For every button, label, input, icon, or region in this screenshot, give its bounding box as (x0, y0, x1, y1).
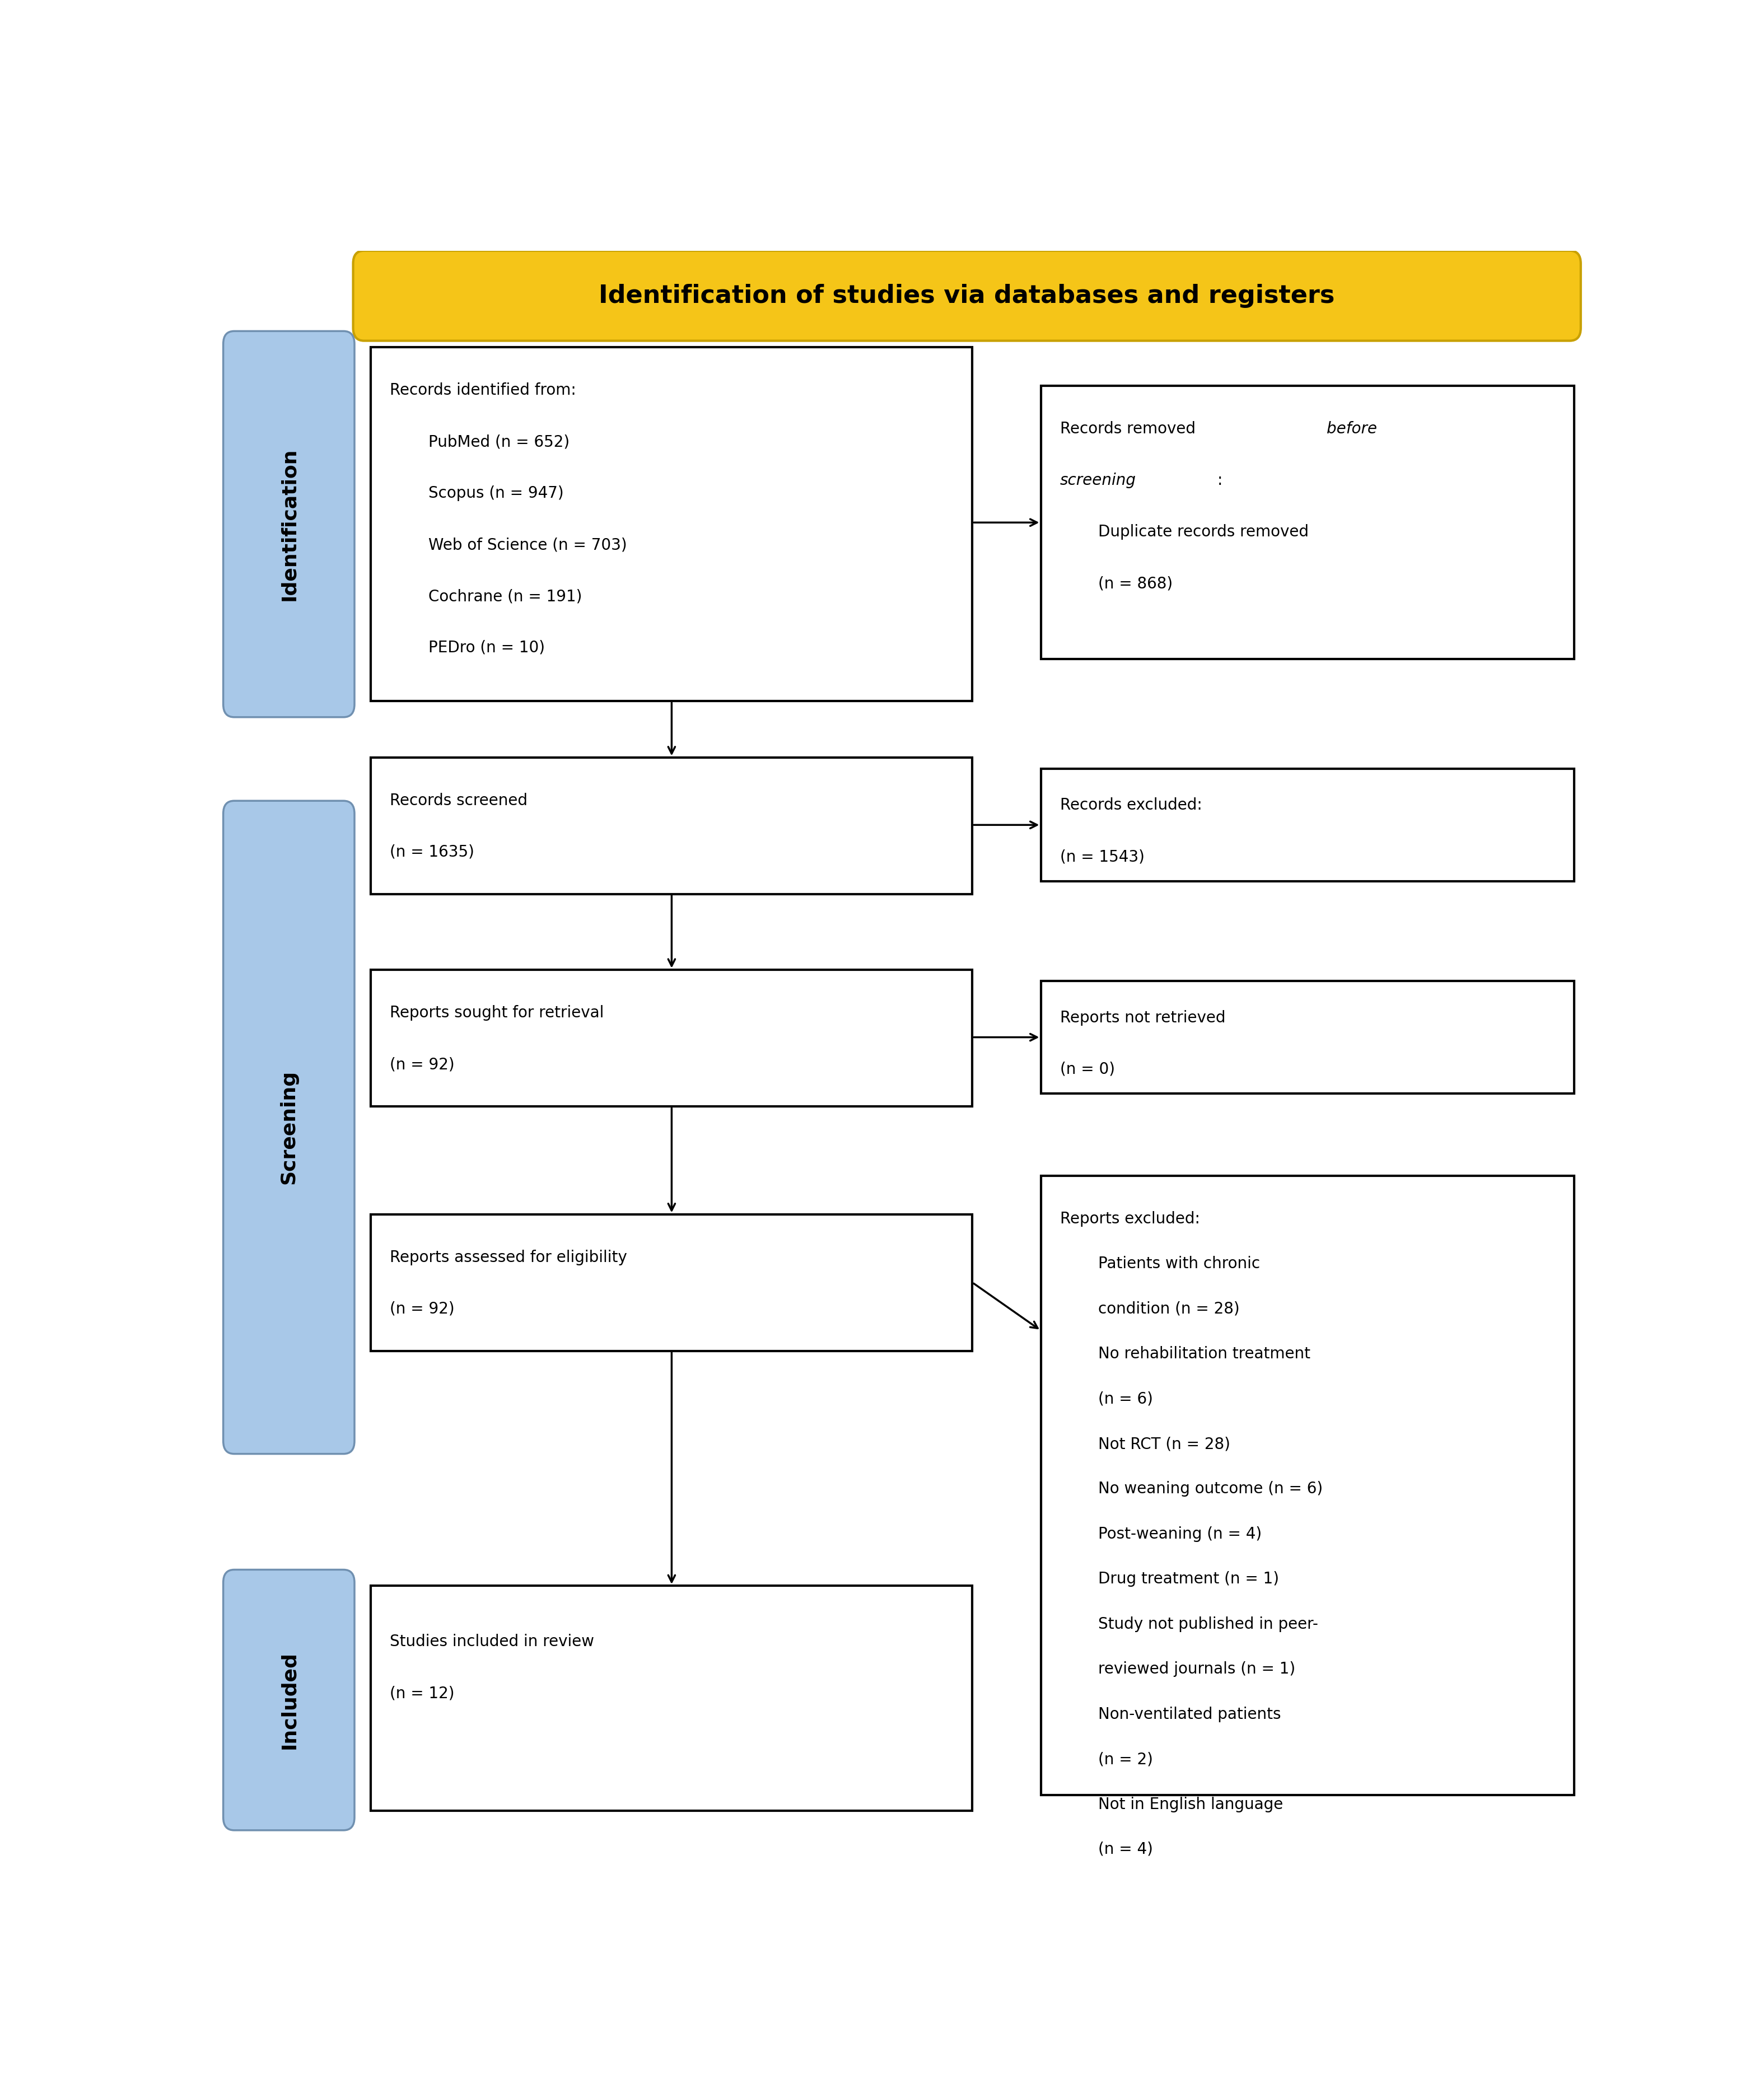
Text: Cochrane (n = 191): Cochrane (n = 191) (429, 589, 582, 604)
Text: (n = 2): (n = 2) (1099, 1751, 1154, 1767)
Text: (n = 0): (n = 0) (1060, 1061, 1115, 1078)
Text: (n = 4): (n = 4) (1099, 1842, 1154, 1857)
FancyBboxPatch shape (1041, 386, 1573, 660)
Text: Included: Included (279, 1650, 298, 1748)
FancyBboxPatch shape (224, 1569, 355, 1830)
Text: :: : (1217, 472, 1222, 489)
Text: Duplicate records removed: Duplicate records removed (1099, 524, 1309, 539)
Text: Drug treatment (n = 1): Drug treatment (n = 1) (1099, 1571, 1279, 1588)
Text: Patients with chronic: Patients with chronic (1099, 1255, 1259, 1272)
Text: Not RCT (n = 28): Not RCT (n = 28) (1099, 1435, 1230, 1452)
FancyBboxPatch shape (224, 330, 355, 717)
Text: Screening: Screening (279, 1070, 298, 1184)
Text: (n = 6): (n = 6) (1099, 1391, 1154, 1406)
Text: PubMed (n = 652): PubMed (n = 652) (429, 435, 570, 449)
Text: Identification: Identification (279, 447, 298, 602)
Text: (n = 92): (n = 92) (390, 1301, 455, 1316)
Text: reviewed journals (n = 1): reviewed journals (n = 1) (1099, 1661, 1295, 1677)
FancyBboxPatch shape (370, 758, 972, 894)
Text: Not in English language: Not in English language (1099, 1797, 1282, 1811)
FancyBboxPatch shape (370, 347, 972, 702)
FancyBboxPatch shape (353, 251, 1581, 341)
FancyBboxPatch shape (224, 800, 355, 1454)
Text: Reports not retrieved: Reports not retrieved (1060, 1009, 1226, 1026)
Text: Records screened: Records screened (390, 792, 527, 808)
Text: Study not published in peer-: Study not published in peer- (1099, 1617, 1318, 1632)
Text: before: before (1327, 422, 1378, 437)
Text: Web of Science (n = 703): Web of Science (n = 703) (429, 537, 626, 554)
Text: Studies included in review: Studies included in review (390, 1634, 594, 1650)
FancyBboxPatch shape (1041, 1176, 1573, 1794)
Text: Scopus (n = 947): Scopus (n = 947) (429, 485, 564, 501)
Text: No rehabilitation treatment: No rehabilitation treatment (1099, 1345, 1311, 1362)
Text: Identification of studies via databases and registers: Identification of studies via databases … (600, 284, 1335, 307)
Text: Reports assessed for eligibility: Reports assessed for eligibility (390, 1249, 628, 1266)
Text: No weaning outcome (n = 6): No weaning outcome (n = 6) (1099, 1481, 1323, 1498)
Text: Reports excluded:: Reports excluded: (1060, 1212, 1200, 1226)
Text: PEDro (n = 10): PEDro (n = 10) (429, 639, 545, 656)
Text: Non-ventilated patients: Non-ventilated patients (1099, 1707, 1281, 1721)
Text: Reports sought for retrieval: Reports sought for retrieval (390, 1005, 603, 1022)
Text: (n = 92): (n = 92) (390, 1057, 455, 1072)
FancyBboxPatch shape (1041, 769, 1573, 882)
Text: condition (n = 28): condition (n = 28) (1099, 1301, 1240, 1316)
FancyBboxPatch shape (1041, 982, 1573, 1093)
FancyBboxPatch shape (370, 1586, 972, 1811)
Text: (n = 1635): (n = 1635) (390, 844, 475, 861)
Text: (n = 1543): (n = 1543) (1060, 848, 1145, 865)
FancyBboxPatch shape (370, 969, 972, 1107)
Text: Records identified from:: Records identified from: (390, 382, 577, 399)
FancyBboxPatch shape (370, 1214, 972, 1352)
Text: Records excluded:: Records excluded: (1060, 798, 1201, 813)
Text: screening: screening (1060, 472, 1136, 489)
Text: (n = 12): (n = 12) (390, 1686, 455, 1700)
Text: Records removed: Records removed (1060, 422, 1200, 437)
Text: (n = 868): (n = 868) (1099, 577, 1173, 591)
Text: Post-weaning (n = 4): Post-weaning (n = 4) (1099, 1527, 1261, 1542)
